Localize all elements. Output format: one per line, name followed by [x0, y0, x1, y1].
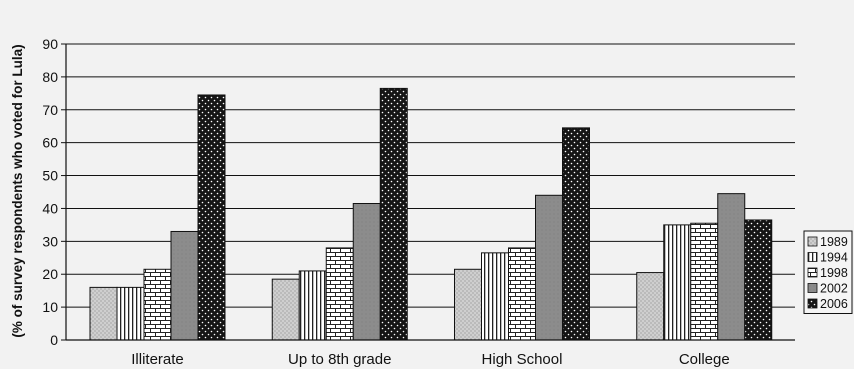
- y-tick-label: 80: [42, 69, 58, 85]
- bar-2006-up-to-8th-grade: [379, 87, 408, 341]
- category-labels: Illiterate Up to 8th grade High School Coll…: [131, 351, 729, 368]
- legend-swatch-1989: [807, 236, 818, 247]
- y-tick-label: 0: [50, 332, 58, 348]
- y-tick-label: 90: [42, 36, 58, 52]
- category-label: Illiterate: [131, 351, 184, 368]
- y-tick-label: 20: [42, 266, 58, 282]
- category-label: Up to 8th grade: [288, 351, 391, 368]
- legend-label-1994: 1994: [820, 251, 848, 265]
- category-label: High School: [482, 351, 563, 368]
- bar-2002-illiterate: [170, 230, 199, 341]
- bar-1998-illiterate: [143, 268, 172, 341]
- bars: [89, 87, 773, 341]
- y-tick-label: 10: [42, 299, 58, 315]
- bar-2006-illiterate: [197, 94, 226, 341]
- bar-1989-high-school: [454, 268, 482, 341]
- bar-1989-illiterate: [89, 286, 118, 341]
- axes: [65, 44, 795, 341]
- legend-swatch-2006: [807, 298, 818, 309]
- legend-label-1998: 1998: [820, 266, 848, 280]
- bar-1998-up-to-8th-grade: [325, 247, 354, 341]
- bar-1998-college: [690, 222, 719, 341]
- bar-2006-college: [744, 219, 773, 341]
- bar-1998-high-school: [508, 247, 536, 341]
- y-tick-labels: 0 10 20 30 40 50 60 70 80 90: [42, 36, 66, 348]
- y-tick-label: 50: [42, 168, 58, 184]
- bar-1989-up-to-8th-grade: [271, 278, 300, 341]
- bar-1994-high-school: [481, 252, 509, 341]
- legend-label-2002: 2002: [820, 282, 848, 296]
- bar-1989-college: [636, 272, 665, 341]
- bar-2002-up-to-8th-grade: [352, 203, 381, 341]
- y-tick-label: 70: [42, 102, 58, 118]
- bar-1994-college: [663, 224, 692, 341]
- legend-swatch-2002: [807, 283, 818, 293]
- bar-1994-up-to-8th-grade: [298, 270, 327, 341]
- legend-swatch-1998: [807, 267, 818, 278]
- y-tick-label: 60: [42, 135, 58, 151]
- y-axis-label: (% of survey respondents who voted for L…: [10, 44, 25, 337]
- bar-2002-college: [717, 193, 746, 341]
- bar-2006-high-school: [562, 127, 590, 341]
- y-tick-label: 30: [42, 233, 58, 249]
- bar-2002-high-school: [535, 194, 563, 341]
- legend-label-1989: 1989: [820, 235, 848, 249]
- legend-label-2006: 2006: [820, 297, 848, 311]
- legend-swatch-1994: [807, 252, 818, 262]
- category-label: College: [679, 351, 730, 368]
- y-tick-label: 40: [42, 200, 58, 216]
- bar-1994-illiterate: [116, 286, 145, 341]
